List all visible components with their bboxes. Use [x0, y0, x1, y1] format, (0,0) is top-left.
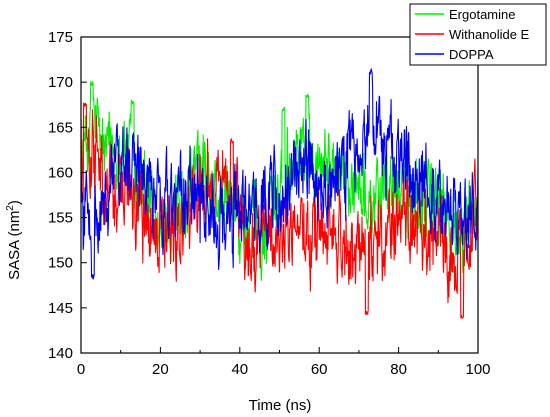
y-axis-title-superscript: 2	[5, 205, 16, 211]
x-tick-label: 100	[465, 361, 490, 378]
y-axis: 140 145 150 155 160 165 170 175	[48, 29, 87, 362]
y-tick-label: 170	[48, 74, 73, 91]
y-tick-label: 155	[48, 210, 73, 227]
y-axis-title-main: SASA (nm	[6, 211, 23, 280]
series-line-doppa	[81, 68, 478, 280]
x-tick-label: 60	[311, 361, 328, 378]
y-tick-label: 145	[48, 300, 73, 317]
x-tick-label: 20	[152, 361, 169, 378]
legend-label-withanolide-e: Withanolide E	[449, 27, 530, 42]
x-tick-label: 0	[77, 361, 85, 378]
x-axis-title: Time (ns)	[249, 397, 312, 414]
y-axis-title-close: )	[6, 200, 23, 205]
y-tick-label: 165	[48, 119, 73, 136]
x-tick-label: 80	[390, 361, 407, 378]
x-axis: 0 20 40 60 80 100	[77, 347, 491, 378]
y-tick-label: 175	[48, 29, 73, 46]
y-axis-title: SASA (nm2)	[5, 200, 23, 280]
legend: Ergotamine Withanolide E DOPPA	[409, 3, 547, 66]
legend-label-ergotamine: Ergotamine	[449, 7, 515, 22]
legend-label-doppa: DOPPA	[449, 47, 494, 62]
series-layer	[81, 68, 478, 319]
x-tick-label: 40	[231, 361, 248, 378]
y-tick-label: 140	[48, 345, 73, 362]
y-tick-label: 150	[48, 255, 73, 272]
y-tick-label: 160	[48, 164, 73, 181]
series-line-withanolide-e	[81, 102, 478, 319]
